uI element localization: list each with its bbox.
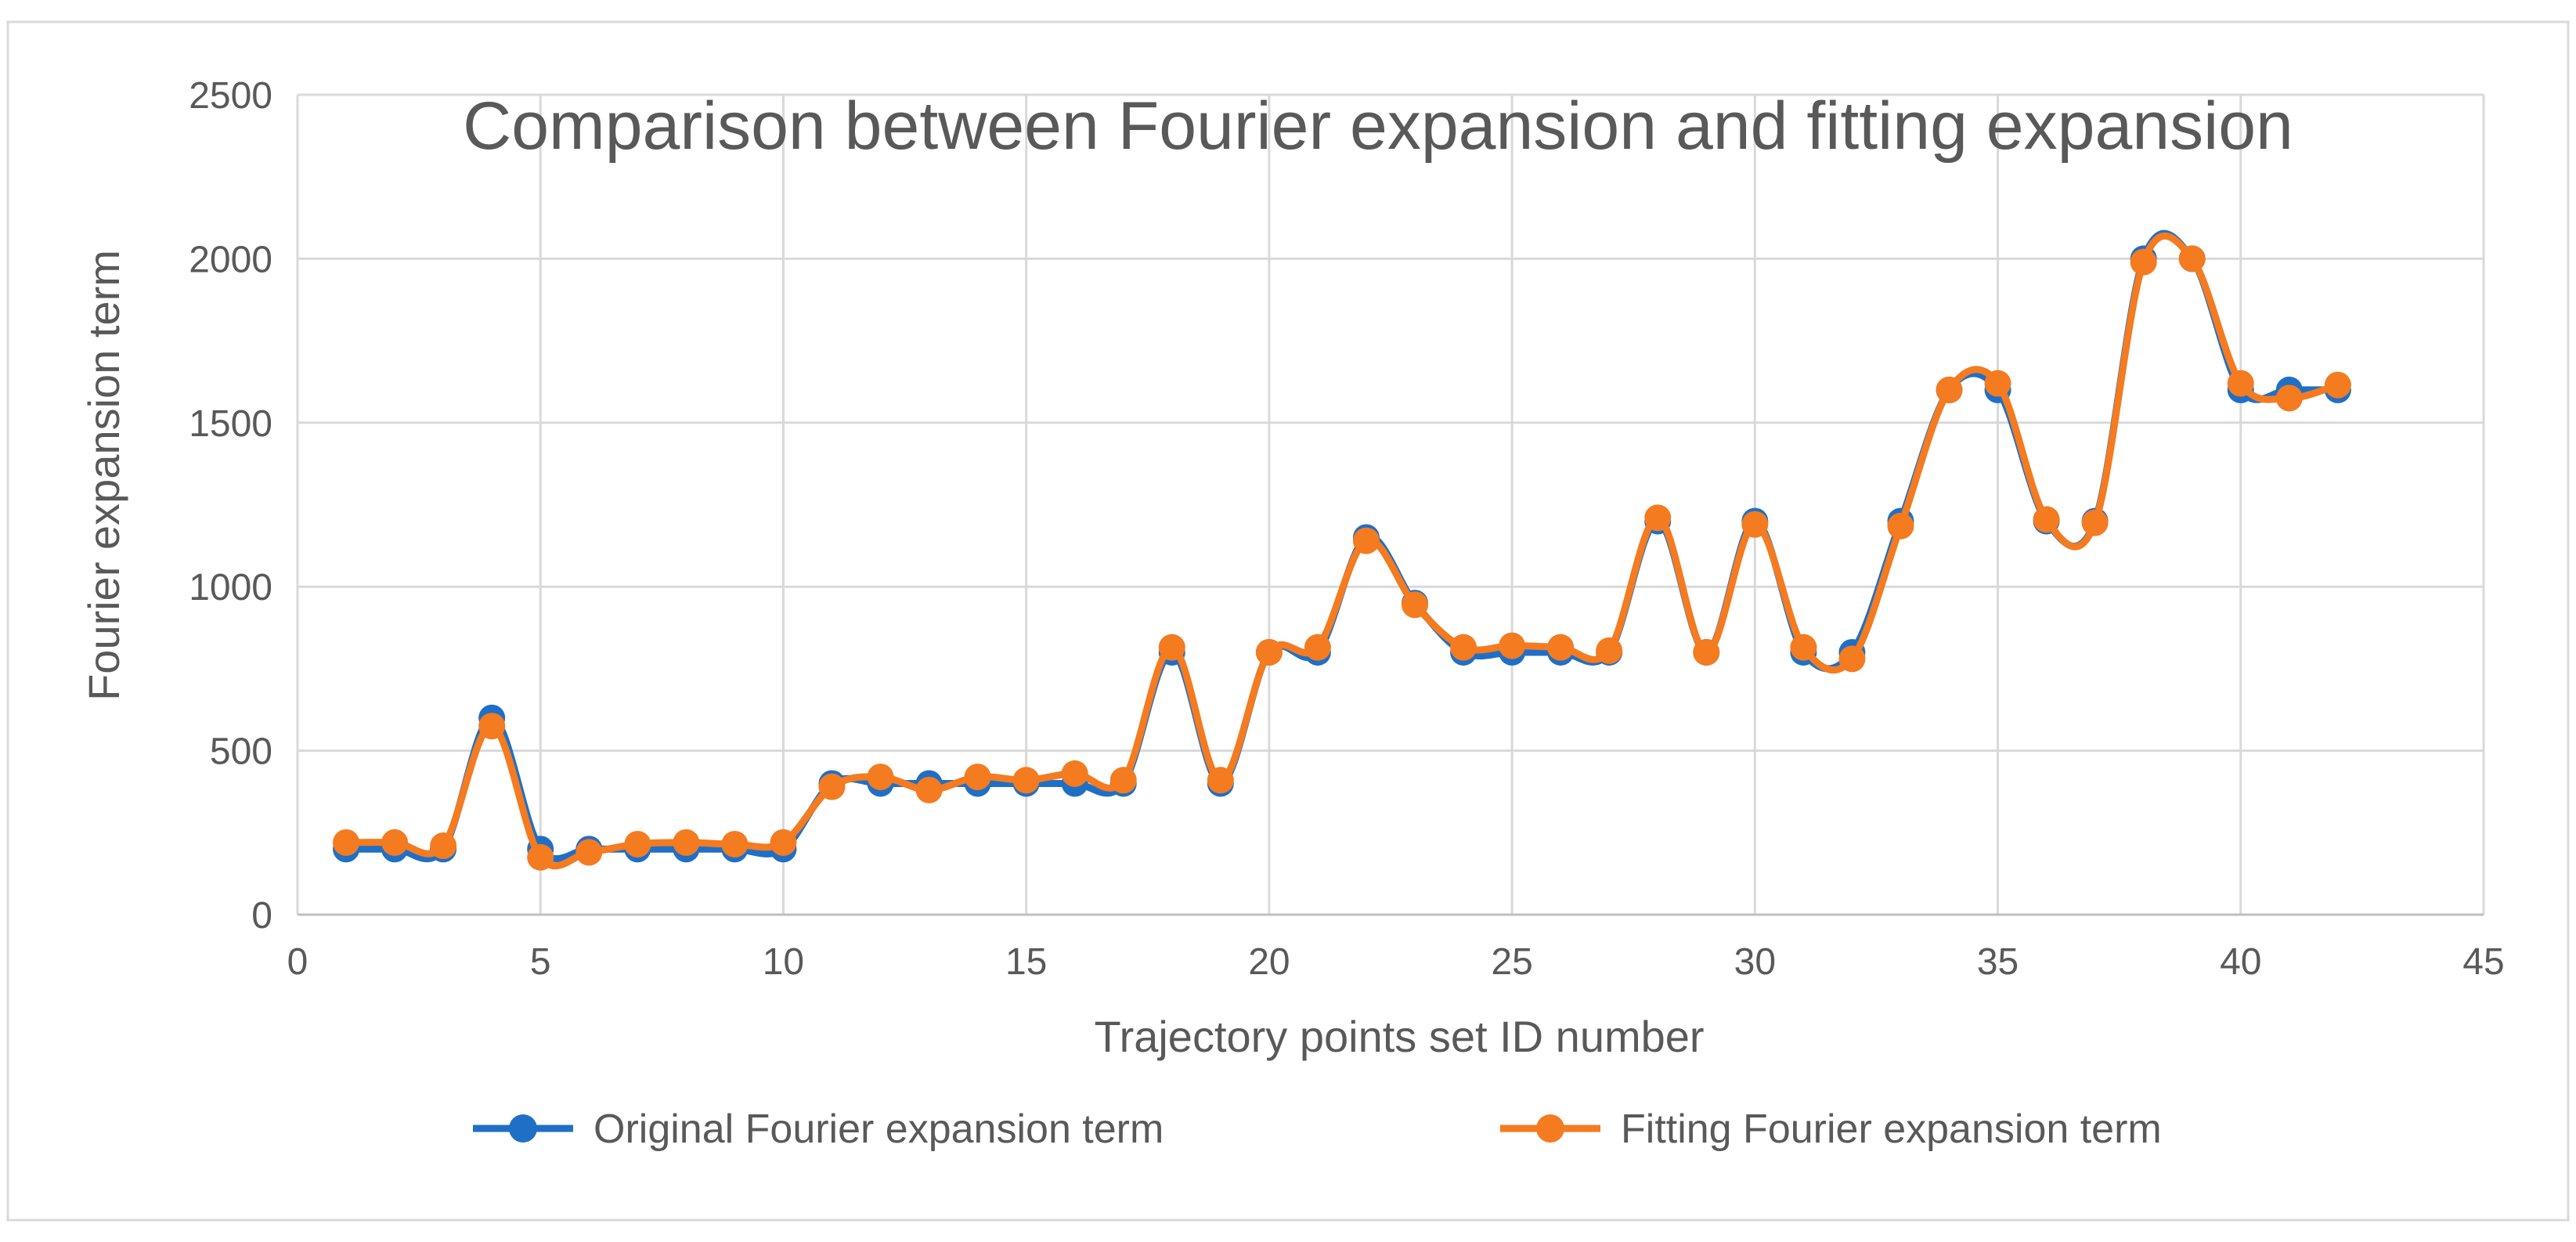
y-tick-label: 500	[210, 731, 272, 773]
series-2-point	[915, 776, 943, 803]
x-tick-label: 20	[1248, 941, 1290, 983]
series-2-point	[1402, 591, 1429, 619]
x-tick-label: 5	[530, 941, 551, 983]
series-2-point	[867, 764, 894, 791]
series-2-point	[1207, 767, 1234, 794]
series-2-point	[2081, 509, 2109, 536]
x-tick-label: 30	[1734, 941, 1776, 983]
series-2-point	[1887, 512, 1914, 540]
series-2-point	[2275, 385, 2303, 412]
series-2-point	[964, 764, 991, 791]
chart-title: Comparison between Fourier expansion and…	[463, 88, 2293, 164]
series-2-point	[430, 832, 457, 860]
y-tick-label: 2500	[189, 75, 272, 117]
series-2-point	[478, 713, 506, 740]
series-2-point	[721, 830, 749, 857]
series-2-point	[818, 773, 846, 800]
series-2-point	[1109, 767, 1137, 794]
series-2-point	[1984, 370, 2011, 397]
legend-label-2: Fitting Fourier expansion term	[1621, 1107, 2162, 1152]
series-2-point	[1352, 527, 1380, 554]
y-tick-label: 1000	[189, 567, 272, 608]
chart-border	[6, 20, 2570, 1222]
y-tick-label: 2000	[189, 239, 272, 280]
series-2-point	[1499, 632, 1526, 659]
series-2-point	[2178, 245, 2206, 273]
series-2-point	[2227, 370, 2254, 397]
legend-swatch-marker-1	[509, 1114, 537, 1143]
series-2-point	[2130, 248, 2157, 276]
series-2-point	[381, 829, 409, 856]
y-axis-title: Fourier expansion term	[79, 250, 128, 701]
series-2-point	[624, 830, 651, 857]
series-2-point	[1304, 634, 1331, 661]
series-2-point	[770, 829, 797, 856]
x-tick-label: 35	[1977, 941, 2019, 983]
y-tick-label: 0	[251, 895, 272, 937]
series-2-point	[1644, 504, 1672, 532]
series-2-point	[1741, 511, 1769, 538]
series-2-point	[2033, 506, 2060, 533]
series-2-point	[575, 839, 603, 866]
y-tick-label: 1500	[189, 403, 272, 445]
series-2-point	[2324, 371, 2351, 399]
series-2-point	[1158, 634, 1185, 661]
series-2-point	[1255, 638, 1283, 666]
series-2-point	[1838, 645, 1866, 673]
legend-label-1: Original Fourier expansion term	[593, 1107, 1164, 1152]
series-2-point	[673, 829, 700, 856]
series-2-point	[1450, 634, 1477, 661]
x-tick-label: 25	[1491, 941, 1532, 983]
x-tick-label: 40	[2220, 941, 2261, 983]
series-2-point	[1936, 376, 1963, 403]
legend: Original Fourier expansion term Fitting F…	[473, 1107, 2162, 1152]
series-group	[333, 229, 2351, 871]
x-tick-label: 0	[287, 941, 308, 983]
x-tick-label: 10	[763, 941, 804, 983]
gridlines	[296, 93, 2485, 915]
axes: 0 5 10 15 20 25 30 35 40 45 0 500 1000 1500 2000 2500	[189, 75, 2504, 983]
series-2-point	[1790, 634, 1817, 661]
series-2-point	[1061, 760, 1088, 787]
series-2-point	[1547, 634, 1575, 661]
x-axis-title: Trajectory points set ID number	[1094, 1012, 1704, 1061]
series-2-point	[1012, 767, 1040, 794]
x-tick-label: 45	[2462, 941, 2504, 983]
series-2-point	[1693, 638, 1720, 666]
series-2-point	[1596, 637, 1623, 664]
series-2-point	[333, 829, 360, 856]
legend-swatch-marker-2	[1536, 1114, 1564, 1143]
x-tick-label: 15	[1005, 941, 1047, 983]
series-2-point	[527, 843, 554, 871]
